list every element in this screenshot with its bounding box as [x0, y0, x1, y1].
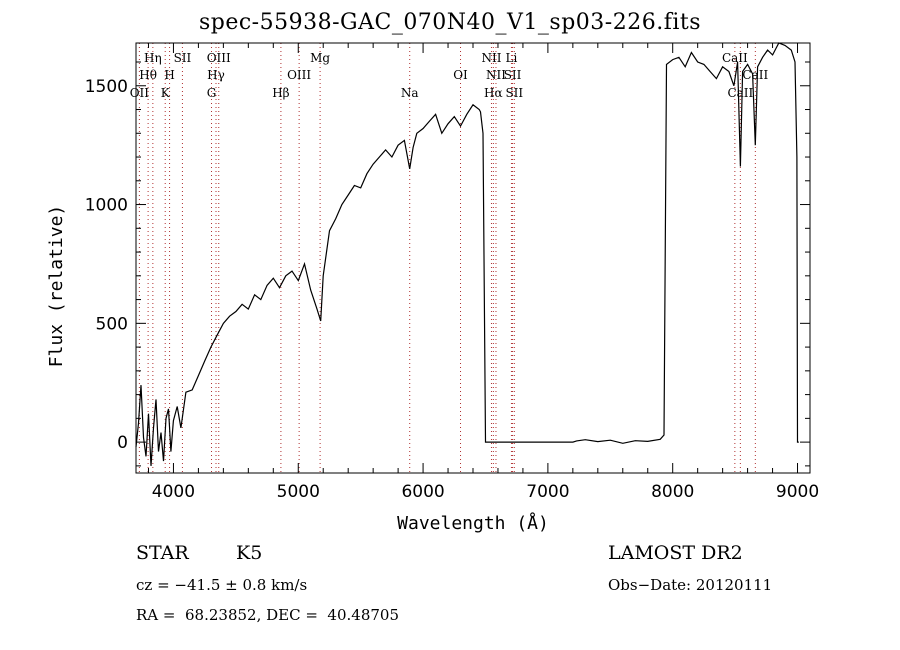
line-label-19: SII [505, 86, 523, 100]
line-label-5: K [161, 86, 171, 100]
line-label-12: Na [401, 86, 419, 100]
survey-name: LAMOST DR2 [608, 542, 743, 564]
y-tick-label-3: 1500 [85, 77, 128, 97]
line-label-8: G [207, 86, 217, 100]
obs-date: Obs−Date: 20120111 [608, 576, 773, 594]
y-axis-label: Flux (relative) [46, 205, 67, 368]
x-tick-label-3: 7000 [526, 482, 569, 502]
line-label-16: NII [486, 68, 506, 82]
plot-frame [135, 42, 811, 474]
line-label-11: Hβ [272, 86, 289, 100]
redshift-cz: cz = −41.5 ± 0.8 km/s [136, 576, 308, 594]
x-tick-label-0: 4000 [152, 482, 195, 502]
line-label-13: NII [481, 51, 501, 65]
x-tick-label-2: 6000 [401, 482, 444, 502]
object-subclass: K5 [236, 542, 263, 564]
line-label-2: OII [130, 86, 150, 100]
line-label-20: CaII [722, 51, 748, 65]
x-axis-label: Wavelength (Å) [397, 512, 549, 534]
y-tick-label-2: 1000 [85, 196, 128, 216]
chart-title: spec-55938-GAC_070N40_V1_sp03-226.fits [198, 10, 702, 35]
x-tick-label-1: 5000 [277, 482, 320, 502]
line-label-9: Mg [310, 51, 330, 65]
spectrum-line [135, 42, 799, 466]
line-label-0: Hη [144, 51, 162, 65]
line-label-14: Li [506, 51, 518, 65]
line-label-7: Hγ [207, 68, 225, 82]
y-tick-label-0: 0 [117, 433, 128, 453]
line-label-4: H [164, 68, 174, 82]
line-label-3: SII [174, 51, 192, 65]
line-label-1: Hθ [139, 68, 157, 82]
y-tick-label-1: 500 [96, 314, 128, 334]
object-type: STAR [136, 542, 189, 564]
line-label-18: Hα [484, 86, 503, 100]
line-label-22: CaII [727, 86, 753, 100]
x-tick-label-4: 8000 [651, 482, 694, 502]
line-label-6: OIII [207, 51, 231, 65]
x-tick-label-5: 9000 [776, 482, 819, 502]
line-label-15: OI [453, 68, 468, 82]
line-label-17: SII [504, 68, 522, 82]
line-label-21: CaII [742, 68, 768, 82]
line-label-10: OIII [287, 68, 311, 82]
coordinates: RA = 68.23852, DEC = 40.48705 [136, 606, 400, 624]
